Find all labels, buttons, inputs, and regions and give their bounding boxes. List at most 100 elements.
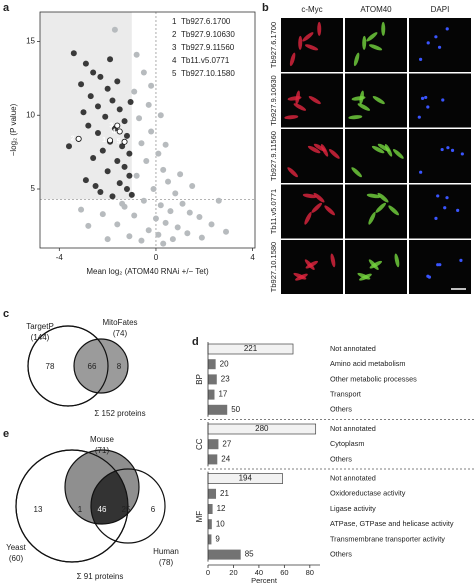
point-label: 2 [71, 136, 75, 143]
point-label: 5 [117, 139, 121, 146]
point [174, 224, 181, 231]
point [155, 231, 162, 238]
group-label: BP [195, 374, 204, 385]
panel-label: c [3, 308, 9, 320]
category-label: Ligase activity [330, 504, 376, 513]
bar [208, 374, 217, 385]
point [85, 222, 92, 229]
nucleus [434, 35, 438, 39]
nucleus [440, 147, 444, 152]
plot-frame [39, 11, 256, 249]
cell-signal [324, 205, 336, 216]
highlight-region [40, 12, 132, 200]
point [128, 191, 135, 198]
point-label: 4 [112, 128, 116, 135]
bar-count: 10 [216, 519, 225, 528]
set-name: Yeast [6, 543, 27, 552]
point [131, 88, 138, 95]
set-name: MitoFates [102, 318, 137, 327]
micrograph [409, 129, 471, 183]
nucleus [437, 45, 442, 49]
point [138, 237, 145, 244]
nucleus [445, 196, 449, 200]
y-tick-label: 15 [26, 37, 35, 46]
point [157, 202, 164, 209]
point [223, 228, 230, 235]
category-label: Amino acid metabolism [330, 359, 405, 368]
point [179, 200, 186, 207]
cell-signal [295, 273, 308, 281]
bar [208, 439, 219, 450]
cell-signal [287, 167, 298, 178]
legend-number: 1 [172, 17, 177, 26]
cell-signal [311, 202, 323, 213]
row-label: Tb927.10.1580 [269, 242, 278, 292]
cell-signal [289, 52, 296, 67]
x-axis-label: Mean log₂ (ATOM40 RNAi +/− Tet) [86, 267, 209, 276]
nucleus [436, 194, 440, 198]
set-count: (71) [95, 446, 110, 455]
point [177, 171, 184, 178]
cell-signal [384, 144, 393, 157]
nucleus [420, 96, 425, 100]
panel-label: a [3, 2, 10, 14]
micrograph [409, 240, 471, 294]
cell-signal [362, 35, 367, 50]
point [150, 186, 157, 192]
point [133, 51, 140, 58]
region-count: 6 [151, 505, 156, 514]
bar [208, 359, 216, 370]
bar-count: 9 [215, 535, 220, 544]
point [109, 97, 116, 104]
venn-intersection [91, 469, 128, 524]
bar [208, 488, 217, 499]
cell-signal [284, 115, 299, 120]
legend-number: 4 [172, 56, 177, 65]
nucleus [419, 170, 423, 174]
legend-entry: Tb927.9.10630 [181, 30, 235, 39]
cell-signal [388, 205, 400, 216]
cell-signal [366, 193, 381, 199]
point [114, 78, 121, 85]
point [104, 85, 111, 92]
nucleus [436, 263, 440, 267]
point [162, 141, 169, 148]
nucleus [450, 148, 455, 152]
set-count: (78) [159, 558, 174, 567]
row-label: Tb927.9.11560 [269, 131, 278, 181]
nucleus [419, 57, 423, 61]
point [70, 50, 77, 57]
bar-count: 27 [222, 439, 231, 448]
bar [208, 404, 228, 415]
point [143, 157, 150, 164]
legend-number: 5 [172, 69, 177, 78]
point [148, 82, 155, 89]
point [140, 69, 147, 76]
x-tick-label: 80 [306, 568, 314, 577]
bar [208, 519, 212, 530]
point [119, 200, 126, 207]
point [148, 128, 155, 135]
point [90, 69, 97, 76]
venn-outline [15, 449, 129, 563]
cell-signal [368, 259, 379, 271]
cell-signal [302, 193, 317, 199]
point [94, 103, 101, 110]
point [136, 115, 143, 122]
category-label: Cytoplasm [330, 439, 364, 448]
point [107, 56, 114, 63]
point [127, 98, 134, 105]
point [104, 168, 111, 175]
cell-signal [308, 95, 321, 105]
point [78, 81, 85, 88]
point-label: 1 [102, 137, 106, 144]
category-label: Not annotated [330, 344, 376, 353]
bar-count: 12 [217, 504, 226, 513]
row-label: Tb927.6.1700 [269, 22, 278, 68]
column-header: c-Myc [301, 5, 322, 14]
labeled-point [107, 137, 114, 144]
cell-signal [293, 103, 307, 111]
point [165, 178, 172, 185]
point [196, 214, 203, 221]
point [131, 212, 138, 219]
